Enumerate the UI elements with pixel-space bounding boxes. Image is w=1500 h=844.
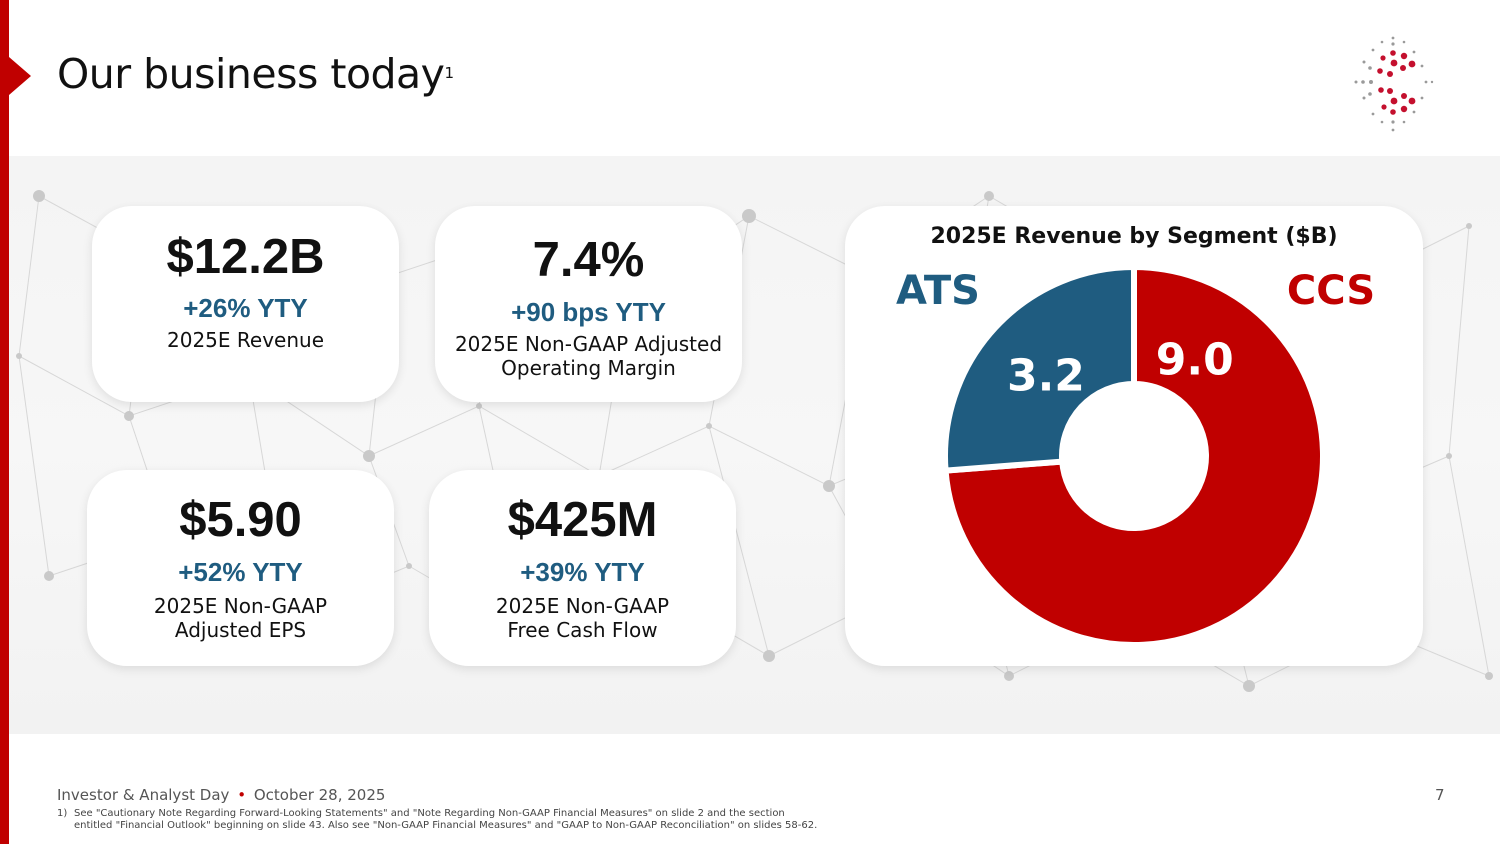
- kpi-label: Adjusted EPS: [174, 618, 307, 642]
- red-arrow-marker-icon: [9, 57, 31, 95]
- kpi-value: $425M: [507, 493, 658, 547]
- title-footnote-marker: 1: [444, 64, 454, 82]
- page-number: 7: [1435, 786, 1445, 804]
- kpi-value: $12.2B: [166, 230, 325, 284]
- page-title: Our business today1: [57, 50, 454, 98]
- kpi-delta: +39% YTY: [520, 557, 645, 587]
- sparkle-dot-logo-icon: [1354, 36, 1434, 132]
- footer-separator: •: [237, 786, 247, 804]
- segment-name-ats: ATS: [896, 268, 980, 314]
- kpi-label: 2025E Non-GAAP Adjusted: [454, 332, 723, 356]
- chart-title: 2025E Revenue by Segment ($B): [930, 224, 1338, 249]
- kpi-label: 2025E Revenue: [167, 328, 324, 352]
- footer-event: Investor & Analyst Day: [57, 786, 230, 804]
- donut-slice-ats: [942, 263, 1137, 474]
- footer-event-line: Investor & Analyst Day • October 28, 202…: [57, 786, 385, 804]
- footer-date: October 28, 2025: [253, 786, 386, 804]
- kpi-label: Free Cash Flow: [507, 618, 658, 642]
- kpi-card-free-cash-flow: $425M +39% YTY 2025E Non-GAAP Free Cash …: [429, 470, 736, 666]
- kpi-card-eps: $5.90 +52% YTY 2025E Non-GAAP Adjusted E…: [87, 470, 394, 666]
- footnote-line-1: See "Cautionary Note Regarding Forward-L…: [74, 808, 785, 819]
- footnote-number: 1): [57, 808, 68, 819]
- kpi-value: 7.4%: [532, 233, 645, 287]
- kpi-label: Operating Margin: [501, 356, 676, 380]
- segment-name-ccs: CCS: [1287, 268, 1375, 314]
- kpi-value: $5.90: [179, 493, 302, 547]
- left-accent-bar: [0, 0, 9, 844]
- revenue-donut-chart: 9.0 CCS 3.2 ATS: [896, 263, 1375, 648]
- footnote: 1) See "Cautionary Note Regarding Forwar…: [57, 808, 817, 832]
- kpi-delta: +26% YTY: [183, 293, 308, 323]
- kpi-card-revenue: $12.2B +26% YTY 2025E Revenue: [92, 206, 399, 402]
- kpi-delta: +52% YTY: [178, 557, 303, 587]
- footnote-line-2: entitled "Financial Outlook" beginning o…: [74, 820, 818, 831]
- kpi-label: 2025E Non-GAAP: [495, 594, 670, 618]
- kpi-label: 2025E Non-GAAP: [153, 594, 328, 618]
- donut-slice-ccs: [942, 263, 1326, 648]
- revenue-by-segment-chart-card: 2025E Revenue by Segment ($B) 9.0 CCS 3.2 A…: [845, 206, 1423, 666]
- donut-value-label-ccs: 9.0: [1156, 334, 1234, 385]
- kpi-delta: +90 bps YTY: [511, 297, 666, 327]
- kpi-card-operating-margin: 7.4% +90 bps YTY 2025E Non-GAAP Adjusted…: [435, 206, 742, 402]
- donut-value-label-ats: 3.2: [1007, 350, 1085, 401]
